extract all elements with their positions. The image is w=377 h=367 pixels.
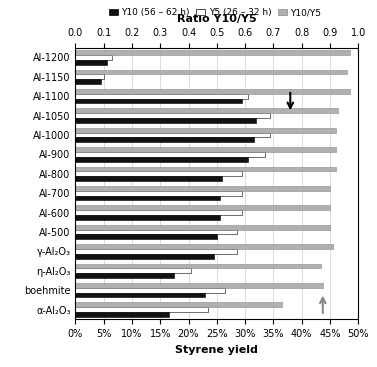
Bar [75, 268, 191, 273]
Bar [75, 55, 112, 60]
Bar [75, 244, 333, 249]
Bar [75, 264, 321, 268]
Bar [75, 94, 248, 99]
Bar [75, 157, 248, 162]
Bar [75, 186, 330, 191]
Bar [75, 312, 169, 317]
Bar [75, 99, 242, 103]
Bar [75, 147, 336, 152]
X-axis label: Ratio Y10/Y5: Ratio Y10/Y5 [177, 14, 257, 25]
Bar [75, 191, 242, 196]
Bar [75, 235, 217, 239]
Bar [75, 137, 253, 142]
Bar [75, 283, 323, 288]
Bar [75, 167, 336, 171]
Legend: Y10 (56 – 62 h), Y5 (26 – 32 h), Y10/Y5: Y10 (56 – 62 h), Y5 (26 – 32 h), Y10/Y5 [105, 4, 325, 21]
Bar [75, 210, 242, 215]
Bar [75, 249, 237, 254]
Bar [75, 113, 270, 118]
Bar [75, 205, 330, 210]
Bar [75, 196, 219, 200]
Bar [75, 176, 222, 181]
Bar [75, 215, 219, 220]
Bar [75, 152, 265, 157]
Bar [75, 302, 282, 307]
X-axis label: Styrene yield: Styrene yield [175, 345, 258, 355]
Bar [75, 288, 225, 292]
Bar [75, 307, 208, 312]
Bar [75, 75, 104, 79]
Bar [75, 60, 106, 65]
Bar [75, 79, 101, 84]
Bar [75, 128, 336, 132]
Bar [75, 171, 242, 176]
Bar [75, 89, 350, 94]
Bar [75, 132, 270, 137]
Bar [75, 273, 174, 278]
Bar [75, 225, 330, 230]
Bar [75, 292, 205, 298]
Bar [75, 118, 256, 123]
Bar [75, 50, 350, 55]
Bar [75, 69, 347, 75]
Bar [75, 108, 339, 113]
Bar [75, 230, 237, 235]
Bar [75, 254, 214, 259]
